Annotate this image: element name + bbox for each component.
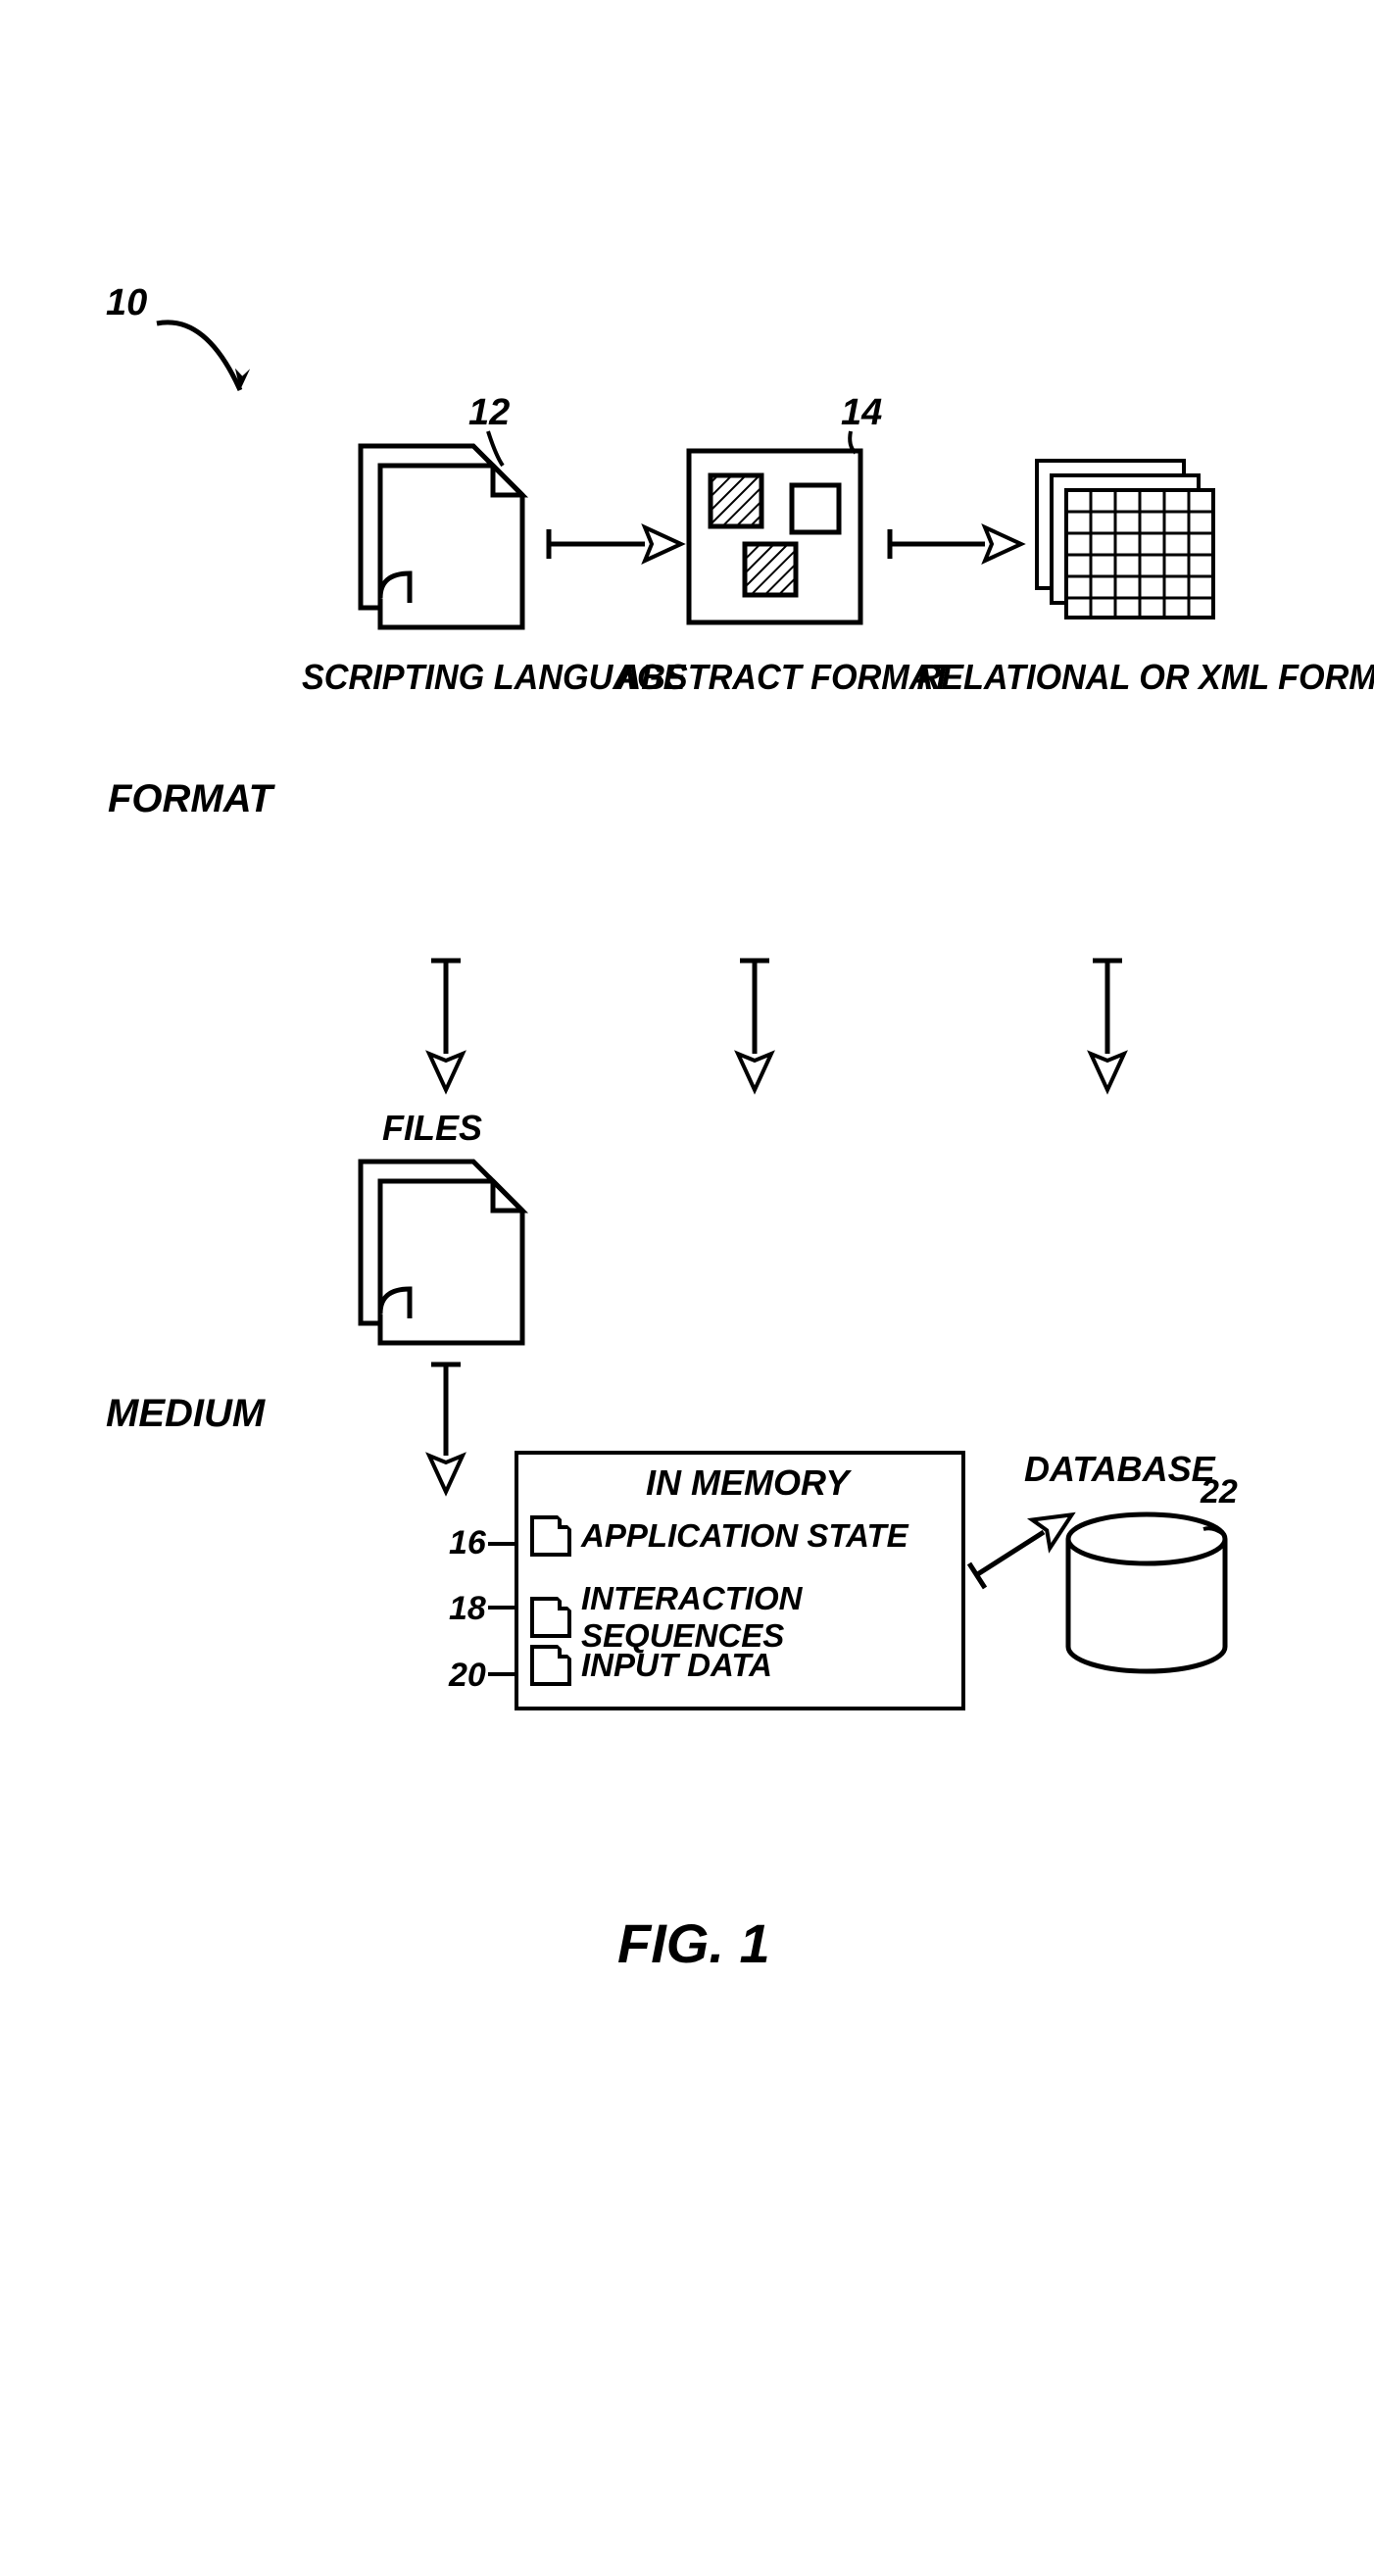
col-label-relational-text: RELATIONAL OR XML FORMAT — [917, 657, 1308, 698]
row-label-medium: MEDIUM — [106, 1392, 265, 1436]
memory-line-interaction: INTERACTION SEQUENCES — [530, 1580, 961, 1655]
abstract-format-icon — [689, 451, 860, 622]
relational-grid-icon — [1037, 461, 1213, 618]
col-label-relational: RELATIONAL OR XML FORMAT — [917, 657, 1308, 698]
memory-line-input-data-text: INPUT DATA — [581, 1647, 772, 1684]
arrow-relational-to-database — [1091, 961, 1124, 1090]
figure-caption: FIG. 1 — [617, 1911, 770, 1975]
col-label-scripting: SCRIPTING LANGUAGE — [302, 657, 600, 698]
arrow-memory-to-database — [969, 1501, 1081, 1588]
ref-16: 16 — [449, 1524, 486, 1562]
arrow-abstract-to-memory — [738, 961, 771, 1090]
arrow-scripting-to-files — [429, 961, 463, 1090]
note-icon — [530, 1645, 571, 1686]
database-label: DATABASE — [1024, 1449, 1215, 1490]
database-icon — [1068, 1514, 1225, 1671]
col-label-abstract: ABSTRACT FORMAT — [617, 657, 897, 698]
note-icon — [530, 1597, 571, 1638]
memory-line-app-state-text: APPLICATION STATE — [581, 1517, 908, 1555]
arrow-files-to-memory — [429, 1364, 463, 1492]
ref-10: 10 — [106, 282, 147, 324]
memory-line-input-data: INPUT DATA — [530, 1645, 772, 1686]
row-label-format: FORMAT — [108, 777, 272, 821]
ref-10-arrow — [157, 322, 250, 390]
ref-12: 12 — [468, 392, 510, 434]
ref-20: 20 — [449, 1657, 486, 1695]
ref-14: 14 — [841, 392, 882, 434]
in-memory-box: IN MEMORY APPLICATION STATE INTERACTION … — [515, 1451, 965, 1710]
note-icon — [530, 1515, 571, 1557]
script-file-icon — [361, 446, 522, 627]
ref-14-leader — [850, 431, 856, 453]
in-memory-title: IN MEMORY — [646, 1462, 849, 1504]
col-label-abstract-text: ABSTRACT FORMAT — [617, 657, 897, 698]
ref-18: 18 — [449, 1590, 486, 1628]
arrow-abstract-to-grid — [890, 527, 1021, 561]
arrow-script-to-abstract — [549, 527, 681, 561]
diagram-svg — [0, 0, 1374, 2576]
memory-line-app-state: APPLICATION STATE — [530, 1515, 908, 1557]
files-label: FILES — [382, 1108, 482, 1149]
col-label-scripting-text: SCRIPTING LANGUAGE — [302, 657, 600, 698]
memory-line-interaction-text: INTERACTION SEQUENCES — [581, 1580, 961, 1655]
files-icon — [361, 1162, 522, 1343]
